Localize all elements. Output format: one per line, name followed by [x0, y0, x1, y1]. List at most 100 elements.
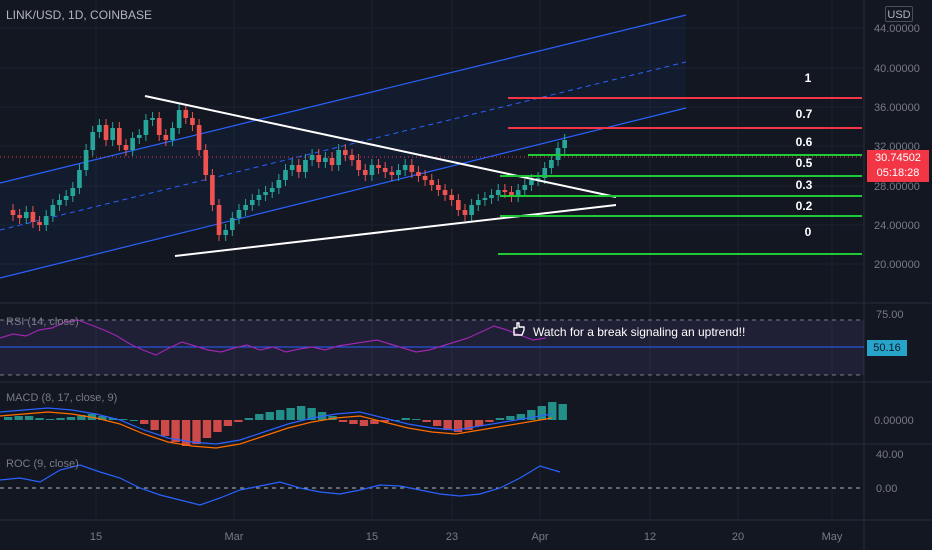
candle-body: [223, 230, 229, 235]
candle-body: [276, 180, 282, 188]
candle-body: [402, 165, 408, 170]
time-tick: May: [822, 531, 843, 543]
current-price-value: 30.74502: [875, 152, 921, 164]
macd-bar: [296, 406, 306, 420]
fib-labels: 1 0.7 0.6 0.5 0.3 0.2 0: [796, 71, 813, 239]
candle-body: [43, 216, 49, 225]
candle-body: [37, 222, 42, 225]
price-tick: 36.00000: [874, 102, 920, 114]
candle-body: [283, 170, 288, 180]
macd-bar: [276, 410, 285, 420]
symbol-title[interactable]: LINK/USD, 1D, COINBASE: [6, 8, 153, 22]
annotation-text[interactable]: Watch for a break signaling an uptrend!!: [533, 325, 746, 339]
macd-bar: [202, 420, 212, 438]
fib-label: 0.3: [796, 178, 813, 192]
macd-bar: [432, 420, 442, 426]
candle-body: [396, 170, 401, 175]
macd-bar: [223, 420, 233, 426]
price-tick: 40.00000: [874, 63, 920, 75]
macd-bar: [506, 416, 515, 420]
macd-bar: [558, 404, 567, 420]
candle-body: [429, 180, 435, 185]
candle-body: [442, 190, 448, 195]
rsi-title[interactable]: RSI (14, close): [6, 316, 79, 328]
candle-body: [156, 118, 162, 135]
macd-bar: [45, 419, 55, 420]
candle-body: [542, 168, 548, 178]
candle-body: [143, 120, 149, 135]
candle-body: [489, 195, 494, 198]
macd-bar: [192, 420, 201, 444]
time-axis[interactable]: 15 Mar 15 23 Apr 12 20 May: [90, 531, 843, 543]
candle-body: [97, 125, 102, 132]
candle-body: [469, 205, 474, 215]
macd-bar: [516, 414, 526, 420]
candle-body: [323, 158, 328, 162]
candle-body: [263, 192, 268, 195]
candle-body: [549, 160, 554, 168]
candle-body: [176, 110, 182, 128]
macd-bar: [77, 415, 86, 420]
candlestick-series: [10, 104, 568, 241]
macd-bar: [527, 410, 536, 420]
candle-body: [409, 165, 415, 172]
candle-body: [196, 125, 202, 150]
candle-body: [170, 128, 175, 140]
candle-body: [203, 150, 209, 175]
roc-title[interactable]: ROC (9, close): [6, 458, 79, 470]
roc-tick: 40.00: [876, 449, 904, 461]
symmetrical-triangle[interactable]: [144, 95, 617, 257]
macd-title[interactable]: MACD (8, 17, close, 9): [6, 392, 118, 404]
fib-retracement[interactable]: [498, 97, 862, 255]
candle-body: [449, 195, 455, 200]
currency-button[interactable]: USD: [885, 6, 913, 22]
regression-channel[interactable]: [0, 14, 687, 279]
roc-line: [0, 464, 561, 506]
macd-tick: 0.00000: [874, 415, 914, 427]
fib-label: 0: [805, 225, 812, 239]
signal-line: [0, 411, 553, 449]
time-tick: 20: [732, 531, 744, 543]
macd-bar: [370, 420, 379, 424]
candle-body: [83, 150, 89, 170]
macd-bar: [359, 420, 369, 426]
rsi-axis: 75.00: [876, 309, 904, 321]
candle-body: [422, 176, 428, 180]
macd-bar: [56, 418, 65, 420]
macd-bar: [119, 419, 128, 420]
candle-body: [349, 155, 355, 160]
fib-label: 0.5: [796, 156, 813, 170]
time-tick: 15: [366, 531, 378, 543]
candle-body: [243, 205, 248, 210]
time-tick: Mar: [225, 531, 244, 543]
candle-body: [210, 175, 215, 205]
macd-bar: [265, 412, 274, 420]
macd-bar: [286, 408, 295, 420]
candle-body: [509, 192, 514, 196]
macd-pane: [0, 402, 567, 449]
macd-bar: [244, 418, 254, 420]
price-tick: 28.00000: [874, 181, 920, 193]
candle-body: [382, 168, 388, 172]
macd-bar: [255, 414, 264, 420]
candle-body: [535, 178, 541, 180]
macd-bar: [150, 420, 159, 430]
time-tick: 12: [644, 531, 656, 543]
candle-body: [236, 210, 242, 218]
candle-body: [30, 212, 36, 222]
macd-bar: [474, 420, 484, 426]
candle-body: [23, 212, 29, 218]
candle-body: [90, 132, 96, 150]
candle-body: [316, 155, 322, 162]
candle-body: [329, 158, 335, 165]
price-tick: 20.00000: [874, 259, 920, 271]
candle-body: [117, 128, 122, 145]
candle-body: [369, 165, 375, 175]
candle-body: [389, 172, 395, 175]
countdown-timer: 05:18:28: [876, 167, 920, 179]
candle-body: [495, 190, 501, 195]
price-axis[interactable]: 44.00000 40.00000 36.00000 32.00000 28.0…: [874, 23, 920, 271]
fib-label: 0.6: [796, 135, 813, 149]
